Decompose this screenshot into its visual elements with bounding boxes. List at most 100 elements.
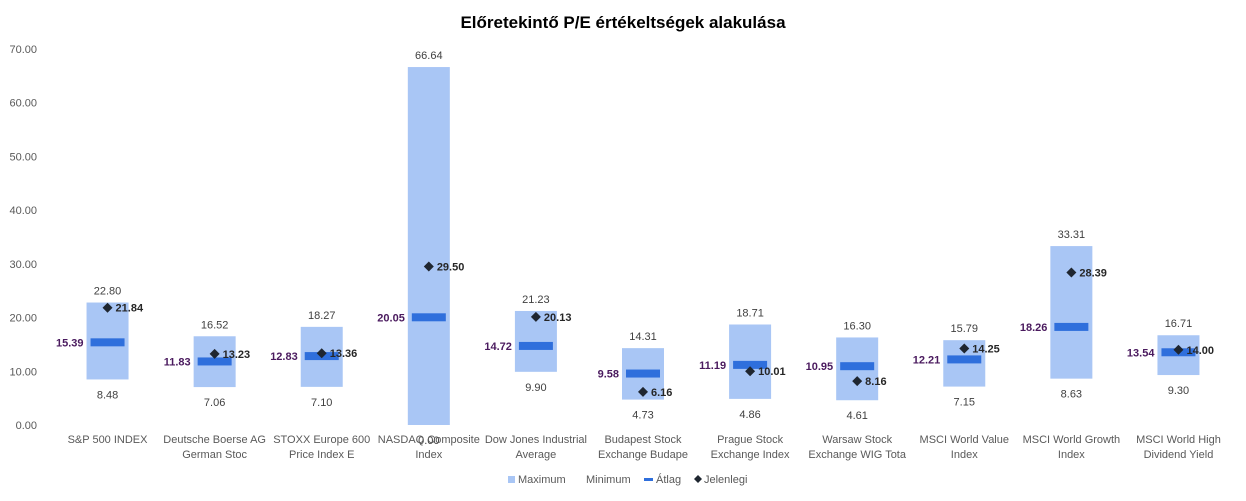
current-marker [423, 261, 434, 272]
x-tick-label: STOXX Europe 600 [273, 434, 370, 446]
average-marker [840, 362, 875, 371]
current-marker [852, 376, 863, 387]
current-label: 10.01 [758, 366, 786, 378]
average-marker [197, 357, 232, 366]
current-marker [1173, 344, 1184, 355]
legend-label: Minimum [586, 474, 631, 486]
y-tick-label: 20.00 [9, 313, 37, 325]
x-tick-label: MSCI World Value [920, 434, 1009, 446]
current-label: 14.25 [972, 343, 1000, 355]
x-tick-label: MSCI World High [1136, 434, 1221, 446]
average-label: 15.39 [56, 337, 84, 349]
max-label: 66.64 [415, 50, 443, 62]
x-tick-label: Warsaw Stock [822, 434, 892, 446]
current-marker [959, 343, 970, 354]
average-marker [733, 360, 768, 369]
current-label: 20.13 [544, 312, 572, 324]
x-tick-label: Dow Jones Industrial [485, 434, 587, 446]
y-axis: 0.00 10.00 20.00 30.00 40.00 50.00 60.00 70.00 [9, 44, 37, 432]
current-label: 13.36 [330, 348, 358, 360]
average-label: 11.83 [164, 356, 191, 368]
average-marker [411, 313, 446, 322]
y-tick-label: 0.00 [16, 420, 37, 432]
x-tick-label: Index [951, 449, 978, 461]
max-label: 18.71 [736, 308, 764, 320]
legend-swatch-maximum [508, 476, 515, 483]
min-label: 9.90 [525, 382, 546, 394]
min-label: 8.48 [97, 389, 118, 401]
current-label: 14.00 [1186, 345, 1214, 357]
max-label: 16.52 [201, 319, 229, 331]
legend-swatch-average [644, 478, 653, 481]
average-label: 12.21 [913, 354, 941, 366]
min-label: 8.63 [1061, 389, 1082, 401]
current-label: 8.16 [865, 376, 886, 388]
legend-label: Maximum [518, 474, 566, 486]
min-label: 0.00 [418, 435, 439, 447]
x-tick-label: Average [516, 449, 557, 461]
x-tick-label: MSCI World Growth [1023, 434, 1121, 446]
y-tick-label: 30.00 [9, 259, 37, 271]
max-label: 16.71 [1165, 318, 1193, 330]
average-label: 14.72 [484, 341, 512, 353]
current-marker [102, 302, 113, 313]
max-label: 14.31 [629, 331, 657, 343]
legend-label: Átlag [656, 473, 681, 486]
min-label: 9.30 [1168, 385, 1189, 397]
average-label: 13.54 [1127, 347, 1155, 359]
average-marker [90, 338, 125, 347]
min-label: 7.10 [311, 397, 332, 409]
average-label: 9.58 [598, 369, 619, 381]
chart-title: Előretekintő P/E értékeltségek alakulása [460, 13, 786, 32]
current-marker [209, 348, 220, 359]
current-label: 6.16 [651, 387, 672, 399]
current-label: 21.84 [116, 303, 144, 315]
legend-swatch-current [694, 475, 702, 483]
average-marker [947, 355, 982, 364]
max-label: 16.30 [843, 320, 871, 332]
x-axis: S&P 500 INDEX Deutsche Boerse AG German St… [68, 434, 1221, 461]
legend-label: Jelenlegi [704, 474, 747, 486]
x-tick-label: Price Index E [289, 449, 354, 461]
average-label: 18.26 [1020, 322, 1048, 334]
current-marker [1066, 267, 1077, 278]
x-tick-label: Index [415, 449, 442, 461]
average-label: 12.83 [270, 351, 298, 363]
y-tick-label: 10.00 [9, 366, 37, 378]
x-tick-label: Exchange WIG Tota [808, 449, 907, 461]
min-label: 4.73 [632, 410, 653, 422]
average-label: 11.19 [699, 360, 726, 372]
current-marker [745, 366, 756, 377]
min-label: 4.86 [739, 409, 760, 421]
max-label: 18.27 [308, 310, 336, 322]
average-marker [626, 369, 660, 378]
range-bar [407, 67, 450, 425]
legend: Maximum Minimum Átlag Jelenlegi [508, 473, 747, 486]
plot-area: 22.80 8.48 15.39 21.84 16.52 7.06 11.83 13.23 18… [56, 50, 1214, 447]
max-label: 22.80 [94, 286, 122, 298]
x-tick-label: Exchange Budape [598, 449, 688, 461]
current-label: 28.39 [1079, 268, 1107, 280]
current-marker [638, 386, 648, 397]
current-label: 29.50 [437, 262, 465, 274]
x-tick-label: NASDAQ Composite [378, 434, 480, 446]
range-bar [1050, 246, 1093, 379]
average-marker [1054, 322, 1089, 331]
min-label: 4.61 [846, 410, 867, 422]
y-tick-label: 40.00 [9, 205, 37, 217]
x-tick-label: German Stoc [182, 449, 247, 461]
x-tick-label: Dividend Yield [1144, 449, 1214, 461]
max-label: 21.23 [522, 294, 550, 306]
x-tick-label: S&P 500 INDEX [68, 434, 149, 446]
average-marker [518, 341, 553, 350]
max-label: 15.79 [951, 323, 979, 335]
min-label: 7.15 [954, 397, 975, 409]
current-label: 13.23 [223, 349, 251, 361]
y-tick-label: 50.00 [9, 151, 37, 163]
x-tick-label: Index [1058, 449, 1085, 461]
y-tick-label: 70.00 [9, 44, 37, 56]
current-marker [316, 348, 327, 359]
x-tick-label: Deutsche Boerse AG [163, 434, 266, 446]
